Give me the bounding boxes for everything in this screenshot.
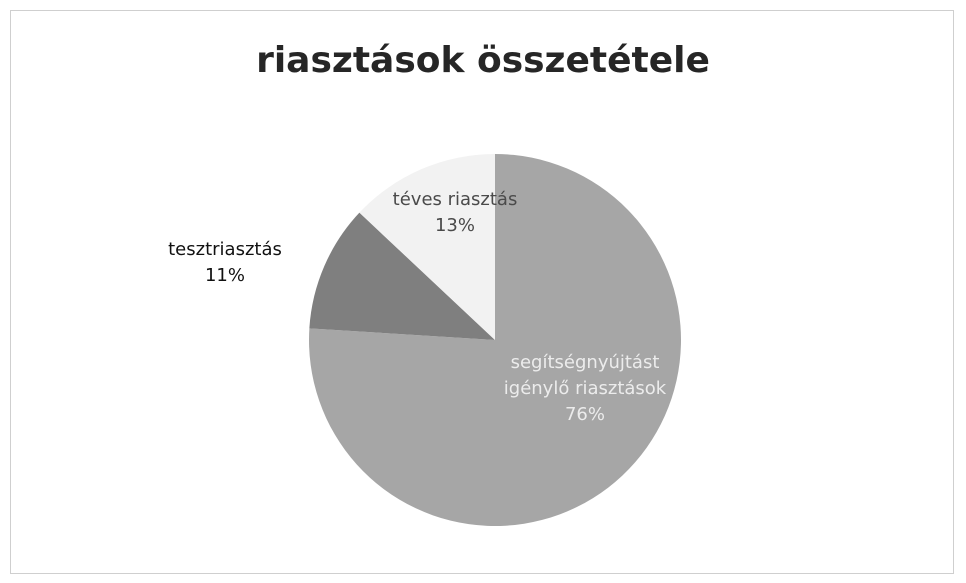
- value-label: 13%: [434, 215, 475, 236]
- slice-label: segítségnyújtást igénylő riasztások 76%: [490, 350, 680, 428]
- category-name: téves riasztás: [392, 189, 518, 210]
- category-name: tesztriasztás: [168, 239, 282, 260]
- value-label: 76%: [564, 404, 605, 425]
- value-label: 11%: [204, 265, 245, 286]
- slice-label: téves riasztás 13%: [385, 187, 525, 239]
- category-name: segítségnyújtást igénylő riasztások: [503, 352, 667, 399]
- slice-label: tesztriasztás 11%: [150, 237, 300, 289]
- chart-title: riasztások összetétele: [256, 40, 710, 81]
- pie-slice: [359, 154, 495, 340]
- chart-frame: [10, 10, 954, 574]
- pie-slice: [309, 212, 495, 340]
